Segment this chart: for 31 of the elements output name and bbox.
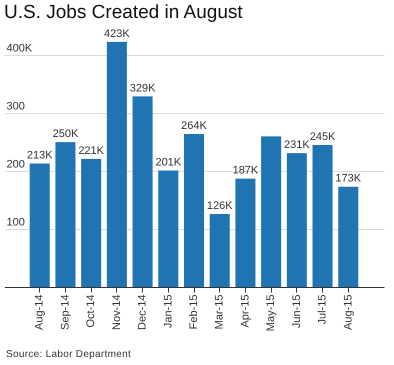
- x-tick-label: Jun-15: [290, 294, 303, 328]
- data-label: 213K: [26, 150, 54, 162]
- x-tick-label: Aug-15: [342, 294, 354, 330]
- x-tick-label: Mar-15: [214, 294, 226, 330]
- x-tick-label: Nov-14: [110, 294, 123, 330]
- data-label: 329K: [130, 82, 156, 94]
- data-label: 245K: [310, 131, 336, 144]
- x-tick-label: Jul-15: [316, 294, 329, 324]
- chart-title: U.S. Jobs Created in August: [4, 2, 244, 23]
- data-label: 201K: [155, 156, 182, 169]
- x-tick-label: Oct-14: [85, 294, 98, 328]
- data-label: 250K: [52, 128, 79, 140]
- y-tick-label: 400K: [6, 42, 33, 55]
- data-label: 187K: [232, 164, 259, 177]
- x-tick-label: Jan-15: [162, 294, 174, 328]
- data-label: 173K: [335, 172, 362, 185]
- x-tick-label: Feb-15: [188, 294, 200, 330]
- y-tick-label: 100: [6, 216, 25, 229]
- y-tick-label: 200: [6, 158, 25, 171]
- data-label: 231K: [284, 139, 310, 152]
- data-label: 126K: [206, 200, 234, 212]
- x-tick-label: Dec-14: [136, 294, 149, 330]
- data-label: 221K: [78, 144, 105, 157]
- x-tick-label: Sep-14: [59, 294, 72, 330]
- x-tick-label: May-15: [265, 294, 278, 332]
- x-tick-label: Aug-14: [34, 294, 46, 330]
- y-tick-label: 300: [6, 100, 25, 113]
- data-label: 264K: [181, 120, 208, 132]
- x-tick-label: Apr-15: [239, 294, 252, 328]
- source-note: Source: Labor Department: [6, 349, 132, 360]
- data-label: 423K: [104, 28, 130, 40]
